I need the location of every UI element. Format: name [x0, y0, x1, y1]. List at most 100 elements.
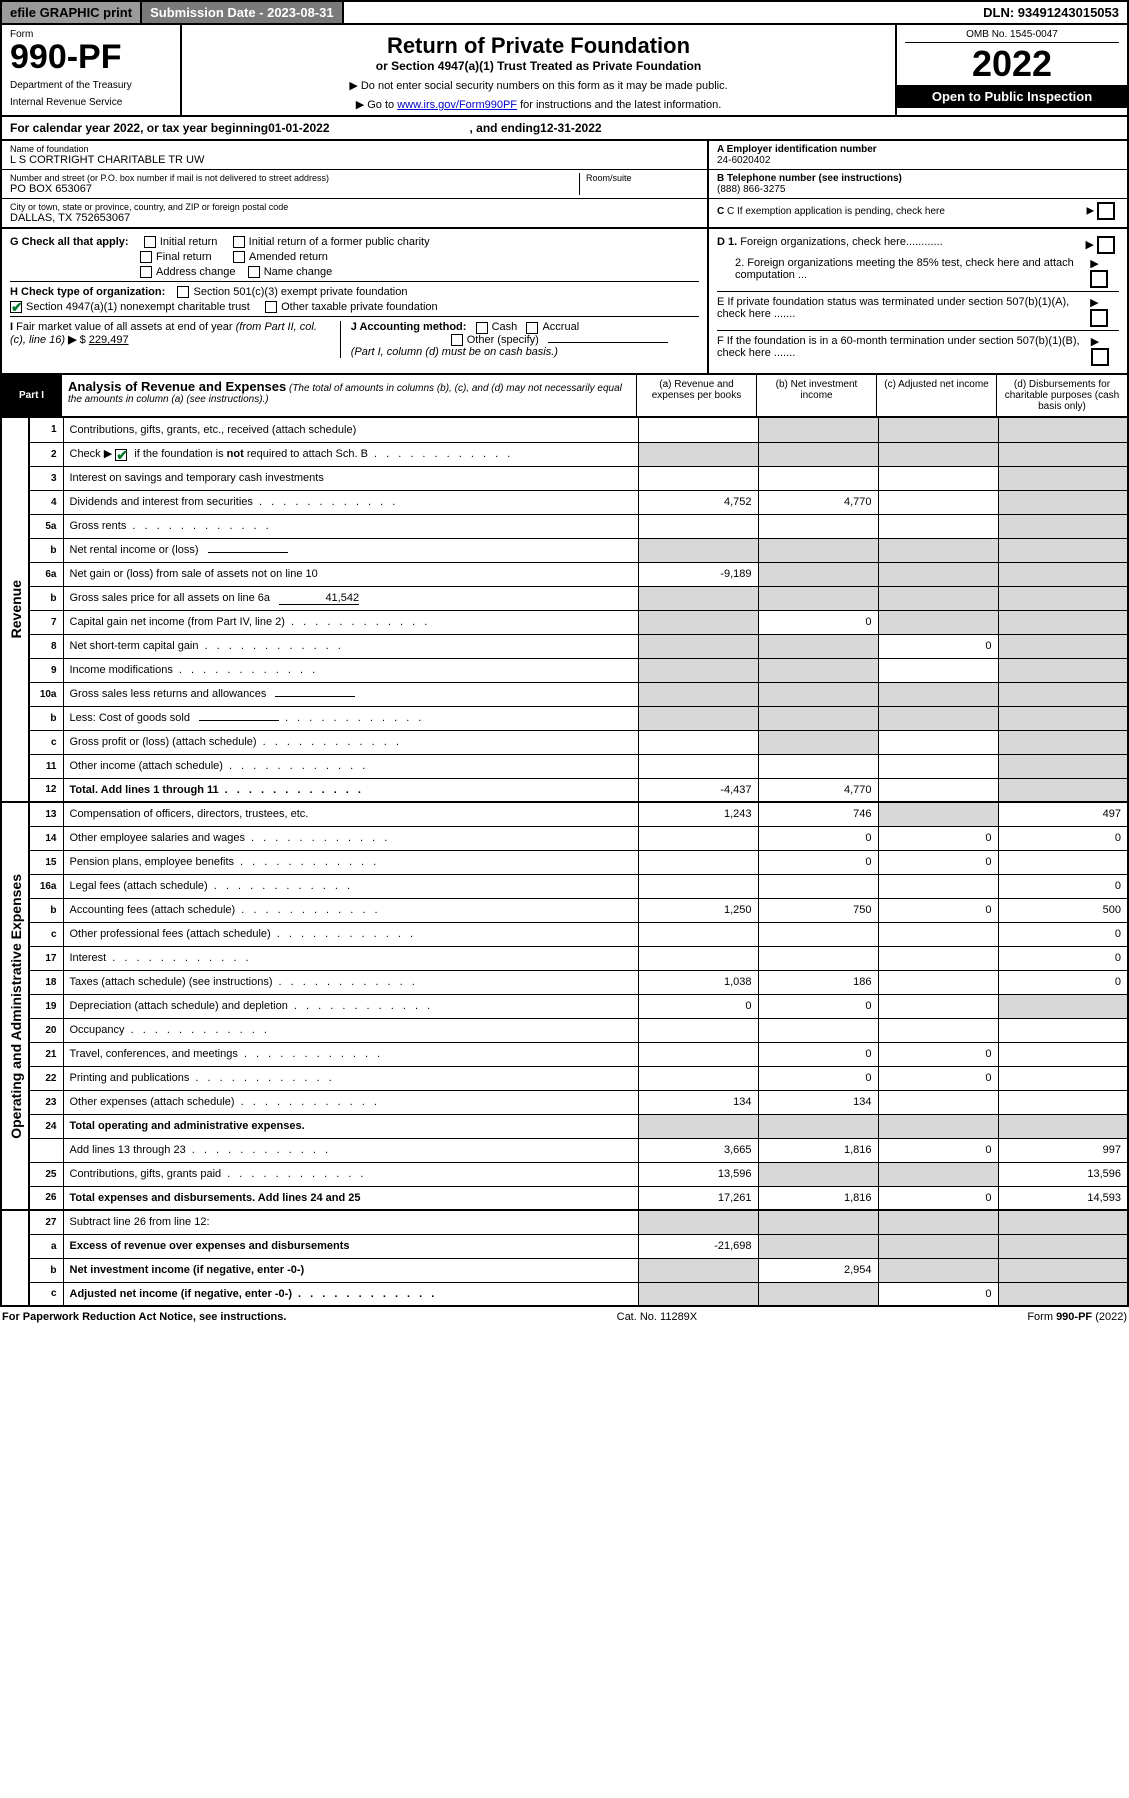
omb-number: OMB No. 1545-0047	[905, 29, 1119, 43]
cal-end: 12-31-2022	[540, 121, 601, 135]
line-number: b	[29, 538, 63, 562]
line-number: 15	[29, 850, 63, 874]
cell-c	[878, 1018, 998, 1042]
cell-d	[998, 586, 1128, 610]
line-number: a	[29, 1234, 63, 1258]
table-row: 11Other income (attach schedule)	[1, 754, 1128, 778]
exemption-checkbox[interactable]	[1097, 202, 1115, 220]
g-initial-checkbox[interactable]	[144, 236, 156, 248]
line-number: 18	[29, 970, 63, 994]
addr-block: Number and street (or P.O. box number if…	[2, 170, 707, 199]
table-row: 2Check ▶ if the foundation is not requir…	[1, 442, 1128, 466]
cell-a	[638, 682, 758, 706]
line-desc: Taxes (attach schedule) (see instruction…	[63, 970, 638, 994]
table-row: bNet rental income or (loss)	[1, 538, 1128, 562]
h2-checkbox[interactable]	[10, 301, 22, 313]
line-desc: Contributions, gifts, grants, etc., rece…	[63, 418, 638, 442]
cell-d: 997	[998, 1138, 1128, 1162]
table-row: 9Income modifications	[1, 658, 1128, 682]
g-final-checkbox[interactable]	[140, 251, 152, 263]
line-number: b	[29, 1258, 63, 1282]
cell-d	[998, 538, 1128, 562]
line-desc: Total operating and administrative expen…	[63, 1114, 638, 1138]
j-cash-checkbox[interactable]	[476, 322, 488, 334]
g-initial-former-checkbox[interactable]	[233, 236, 245, 248]
cell-d: 0	[998, 946, 1128, 970]
j-accrual-checkbox[interactable]	[526, 322, 538, 334]
cell-d	[998, 1042, 1128, 1066]
checks-grid: G Check all that apply: Initial return I…	[0, 229, 1129, 375]
line-number: 9	[29, 658, 63, 682]
cell-b: 750	[758, 898, 878, 922]
f-checkbox[interactable]	[1091, 348, 1109, 366]
line-number: c	[29, 1282, 63, 1306]
city-label: City or town, state or province, country…	[10, 202, 699, 212]
table-row: Add lines 13 through 233,6651,8160997	[1, 1138, 1128, 1162]
irs-label: Internal Revenue Service	[10, 97, 172, 108]
instructions-link[interactable]: www.irs.gov/Form990PF	[397, 99, 517, 111]
cell-b	[758, 658, 878, 682]
cell-b	[758, 730, 878, 754]
line-desc: Printing and publications	[63, 1066, 638, 1090]
cell-b: 4,770	[758, 778, 878, 802]
line-number: 16a	[29, 874, 63, 898]
cell-d	[998, 778, 1128, 802]
h3-checkbox[interactable]	[265, 301, 277, 313]
g-amended-checkbox[interactable]	[233, 251, 245, 263]
cell-d: 497	[998, 802, 1128, 826]
cell-d	[998, 1114, 1128, 1138]
cell-c: 0	[878, 1282, 998, 1306]
table-row: 7Capital gain net income (from Part IV, …	[1, 610, 1128, 634]
h1-checkbox[interactable]	[177, 286, 189, 298]
line-desc: Interest	[63, 946, 638, 970]
cell-a	[638, 442, 758, 466]
j-cash: Cash	[492, 321, 518, 333]
line-desc: Subtract line 26 from line 12:	[63, 1210, 638, 1234]
cell-b	[758, 418, 878, 442]
cell-b	[758, 706, 878, 730]
cell-c	[878, 1234, 998, 1258]
cell-a: 13,596	[638, 1162, 758, 1186]
line-desc: Contributions, gifts, grants paid	[63, 1162, 638, 1186]
address: PO BOX 653067	[10, 183, 579, 195]
cell-b	[758, 514, 878, 538]
line-number	[29, 1138, 63, 1162]
line-number: 7	[29, 610, 63, 634]
form-left: Form 990-PF Department of the Treasury I…	[2, 25, 182, 115]
j-other-checkbox[interactable]	[451, 334, 463, 346]
cell-a: 134	[638, 1090, 758, 1114]
ein-block: A Employer identification number 24-6020…	[709, 141, 1127, 170]
footer-left: For Paperwork Reduction Act Notice, see …	[2, 1311, 286, 1323]
table-row: 25Contributions, gifts, grants paid13,59…	[1, 1162, 1128, 1186]
j-note: (Part I, column (d) must be on cash basi…	[351, 346, 668, 358]
entity-info: Name of foundation L S CORTRIGHT CHARITA…	[0, 141, 1129, 229]
cell-a	[638, 1282, 758, 1306]
line-number: 12	[29, 778, 63, 802]
d2-checkbox[interactable]	[1090, 270, 1108, 288]
g-row3: Address change Name change	[10, 266, 699, 278]
d2-row: 2. Foreign organizations meeting the 85%…	[717, 257, 1119, 288]
cell-c	[878, 730, 998, 754]
line-number: c	[29, 730, 63, 754]
line-desc: Gross sales less returns and allowances	[63, 682, 638, 706]
d1-label: Foreign organizations, check here.......…	[740, 236, 942, 248]
table-row: 12Total. Add lines 1 through 11-4,4374,7…	[1, 778, 1128, 802]
cell-a	[638, 418, 758, 442]
open-to-public: Open to Public Inspection	[897, 85, 1127, 108]
info-left: Name of foundation L S CORTRIGHT CHARITA…	[2, 141, 707, 227]
line-number: 6a	[29, 562, 63, 586]
line-desc: Net rental income or (loss)	[63, 538, 638, 562]
cell-d	[998, 706, 1128, 730]
cell-c	[878, 874, 998, 898]
line-number: 19	[29, 994, 63, 1018]
cell-d	[998, 562, 1128, 586]
cell-c	[878, 514, 998, 538]
d1-checkbox[interactable]	[1097, 236, 1115, 254]
g-address-checkbox[interactable]	[140, 266, 152, 278]
e-checkbox[interactable]	[1090, 309, 1108, 327]
g-name-checkbox[interactable]	[248, 266, 260, 278]
cal-mid: , and ending	[470, 121, 541, 135]
schb-checkbox[interactable]	[115, 449, 127, 461]
cal-pre: For calendar year 2022, or tax year begi…	[10, 121, 268, 135]
phone-value: (888) 866-3275	[717, 184, 1119, 195]
